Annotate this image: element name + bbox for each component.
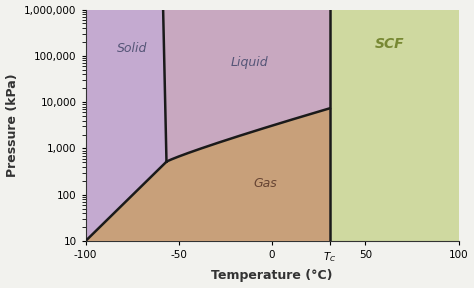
X-axis label: Temperature (°C): Temperature (°C) (211, 270, 333, 283)
Y-axis label: Pressure (kPa): Pressure (kPa) (6, 73, 18, 177)
Polygon shape (85, 10, 166, 241)
Polygon shape (163, 10, 330, 162)
Text: SCF: SCF (374, 37, 404, 51)
Text: Gas: Gas (254, 177, 277, 190)
Text: Solid: Solid (117, 42, 147, 55)
Polygon shape (85, 108, 330, 241)
Polygon shape (330, 10, 459, 241)
Text: Liquid: Liquid (231, 56, 269, 69)
